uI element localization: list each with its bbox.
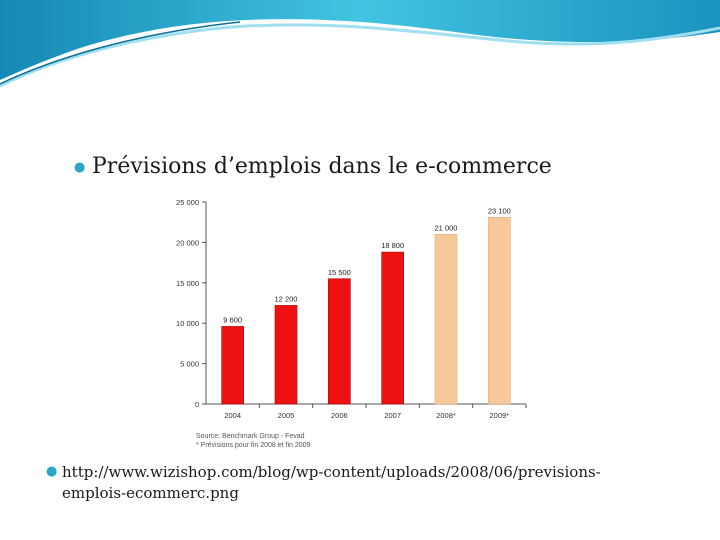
x-tick-label: 2008* [436,411,456,420]
data-label: 12 200 [275,294,298,303]
y-tick-label: 5 000 [180,360,199,369]
teardrop-bullet-icon: ● [74,160,86,175]
bar [328,278,351,405]
slide-title: Prévisions d’emplois dans le e-commerce [92,154,552,179]
data-label: 23 100 [488,206,511,215]
link-line-1[interactable]: http://www.wizishop.com/blog/wp-content/… [62,463,601,481]
bar [488,217,511,405]
bar [221,326,244,405]
y-tick-label: 0 [195,400,199,409]
footnote: * Prévisions pour fin 2008 et fin 2009 [196,442,311,449]
image-source-link[interactable]: http://www.wizishop.com/blog/wp-content/… [62,462,682,504]
data-label: 15 500 [328,268,351,277]
y-tick-label: 10 000 [176,319,199,328]
y-tick-label: 15 000 [176,279,199,288]
data-label: 18 800 [381,241,404,250]
x-tick-label: 2004 [224,411,241,420]
source-note: Source: Benchmark Group - Fevad [196,433,305,440]
teardrop-bullet-icon: ● [46,464,58,479]
bar [381,251,404,405]
employment-bar-chart: 0 5 000 10 000 15 000 20 000 25 000 9 600 2004 1… [162,192,532,454]
data-label: 21 000 [435,223,458,232]
x-tick-label: 2009* [490,411,510,420]
bar [274,305,298,405]
y-tick-label: 20 000 [176,238,199,247]
x-tick-label: 2006 [331,411,348,420]
header-banner [0,0,720,88]
bar [434,234,458,405]
y-tick-label: 25 000 [176,198,199,207]
data-label: 9 600 [223,315,242,324]
x-tick-label: 2005 [278,411,295,420]
x-tick-label: 2007 [384,411,401,420]
link-line-2[interactable]: emplois-ecommerc.png [62,484,239,502]
